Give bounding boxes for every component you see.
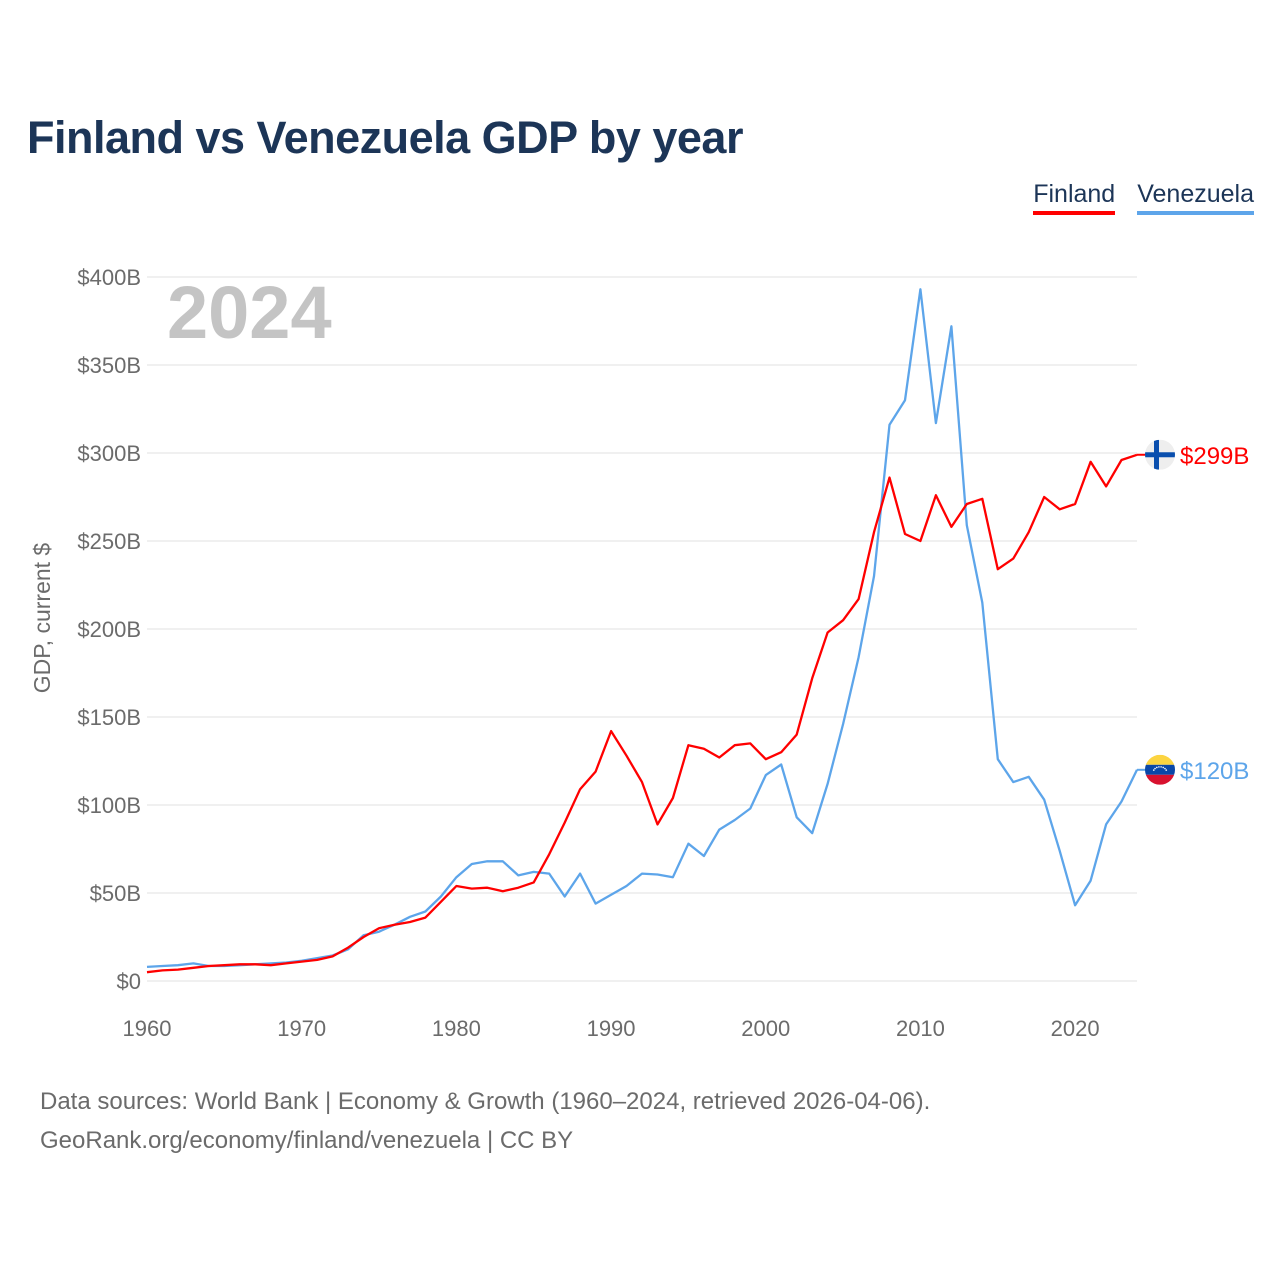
x-tick-label: 2010	[896, 1016, 945, 1041]
y-tick-label: $0	[117, 969, 141, 994]
legend-item-finland[interactable]: Finland	[1033, 180, 1116, 215]
y-tick-label: $200B	[77, 617, 141, 642]
footer-sources: Data sources: World Bank | Economy & Gro…	[40, 1088, 931, 1115]
series-line-finland	[146, 453, 1138, 974]
venezuela-flag-icon	[1145, 754, 1175, 785]
footer-link[interactable]: GeoRank.org/economy/finland/venezuela | …	[40, 1127, 574, 1154]
y-axis-label: GDP, current $	[29, 543, 55, 694]
y-tick-label: $100B	[77, 793, 141, 818]
y-tick-label: $150B	[77, 705, 141, 730]
year-watermark: 2024	[167, 271, 332, 354]
y-tick-label: $50B	[90, 881, 141, 906]
y-tick-label: $350B	[77, 353, 141, 378]
end-value-label: $120B	[1180, 758, 1249, 785]
footer: Data sources: World Bank | Economy & Gro…	[40, 1082, 930, 1160]
series-line-venezuela	[146, 288, 1139, 969]
x-tick-label: 1960	[123, 1016, 172, 1041]
x-tick-label: 1990	[587, 1016, 636, 1041]
y-tick-label: $300B	[77, 441, 141, 466]
x-tick-label: 2000	[741, 1016, 790, 1041]
legend: Finland Venezuela	[1033, 180, 1254, 215]
x-tick-label: 1980	[432, 1016, 481, 1041]
grid: $0 $50B $100B $150B $200B $250B $300B $350B $400…	[77, 265, 1137, 1041]
chart-title: Finland vs Venezuela GDP by year	[27, 112, 743, 163]
y-tick-label: $250B	[77, 529, 141, 554]
x-tick-label: 2020	[1051, 1016, 1100, 1041]
legend-item-venezuela[interactable]: Venezuela	[1137, 180, 1254, 215]
x-tick-label: 1970	[277, 1016, 326, 1041]
end-value-label: $299B	[1180, 443, 1249, 470]
finland-flag-icon	[1145, 439, 1175, 470]
y-tick-label: $400B	[77, 265, 141, 290]
